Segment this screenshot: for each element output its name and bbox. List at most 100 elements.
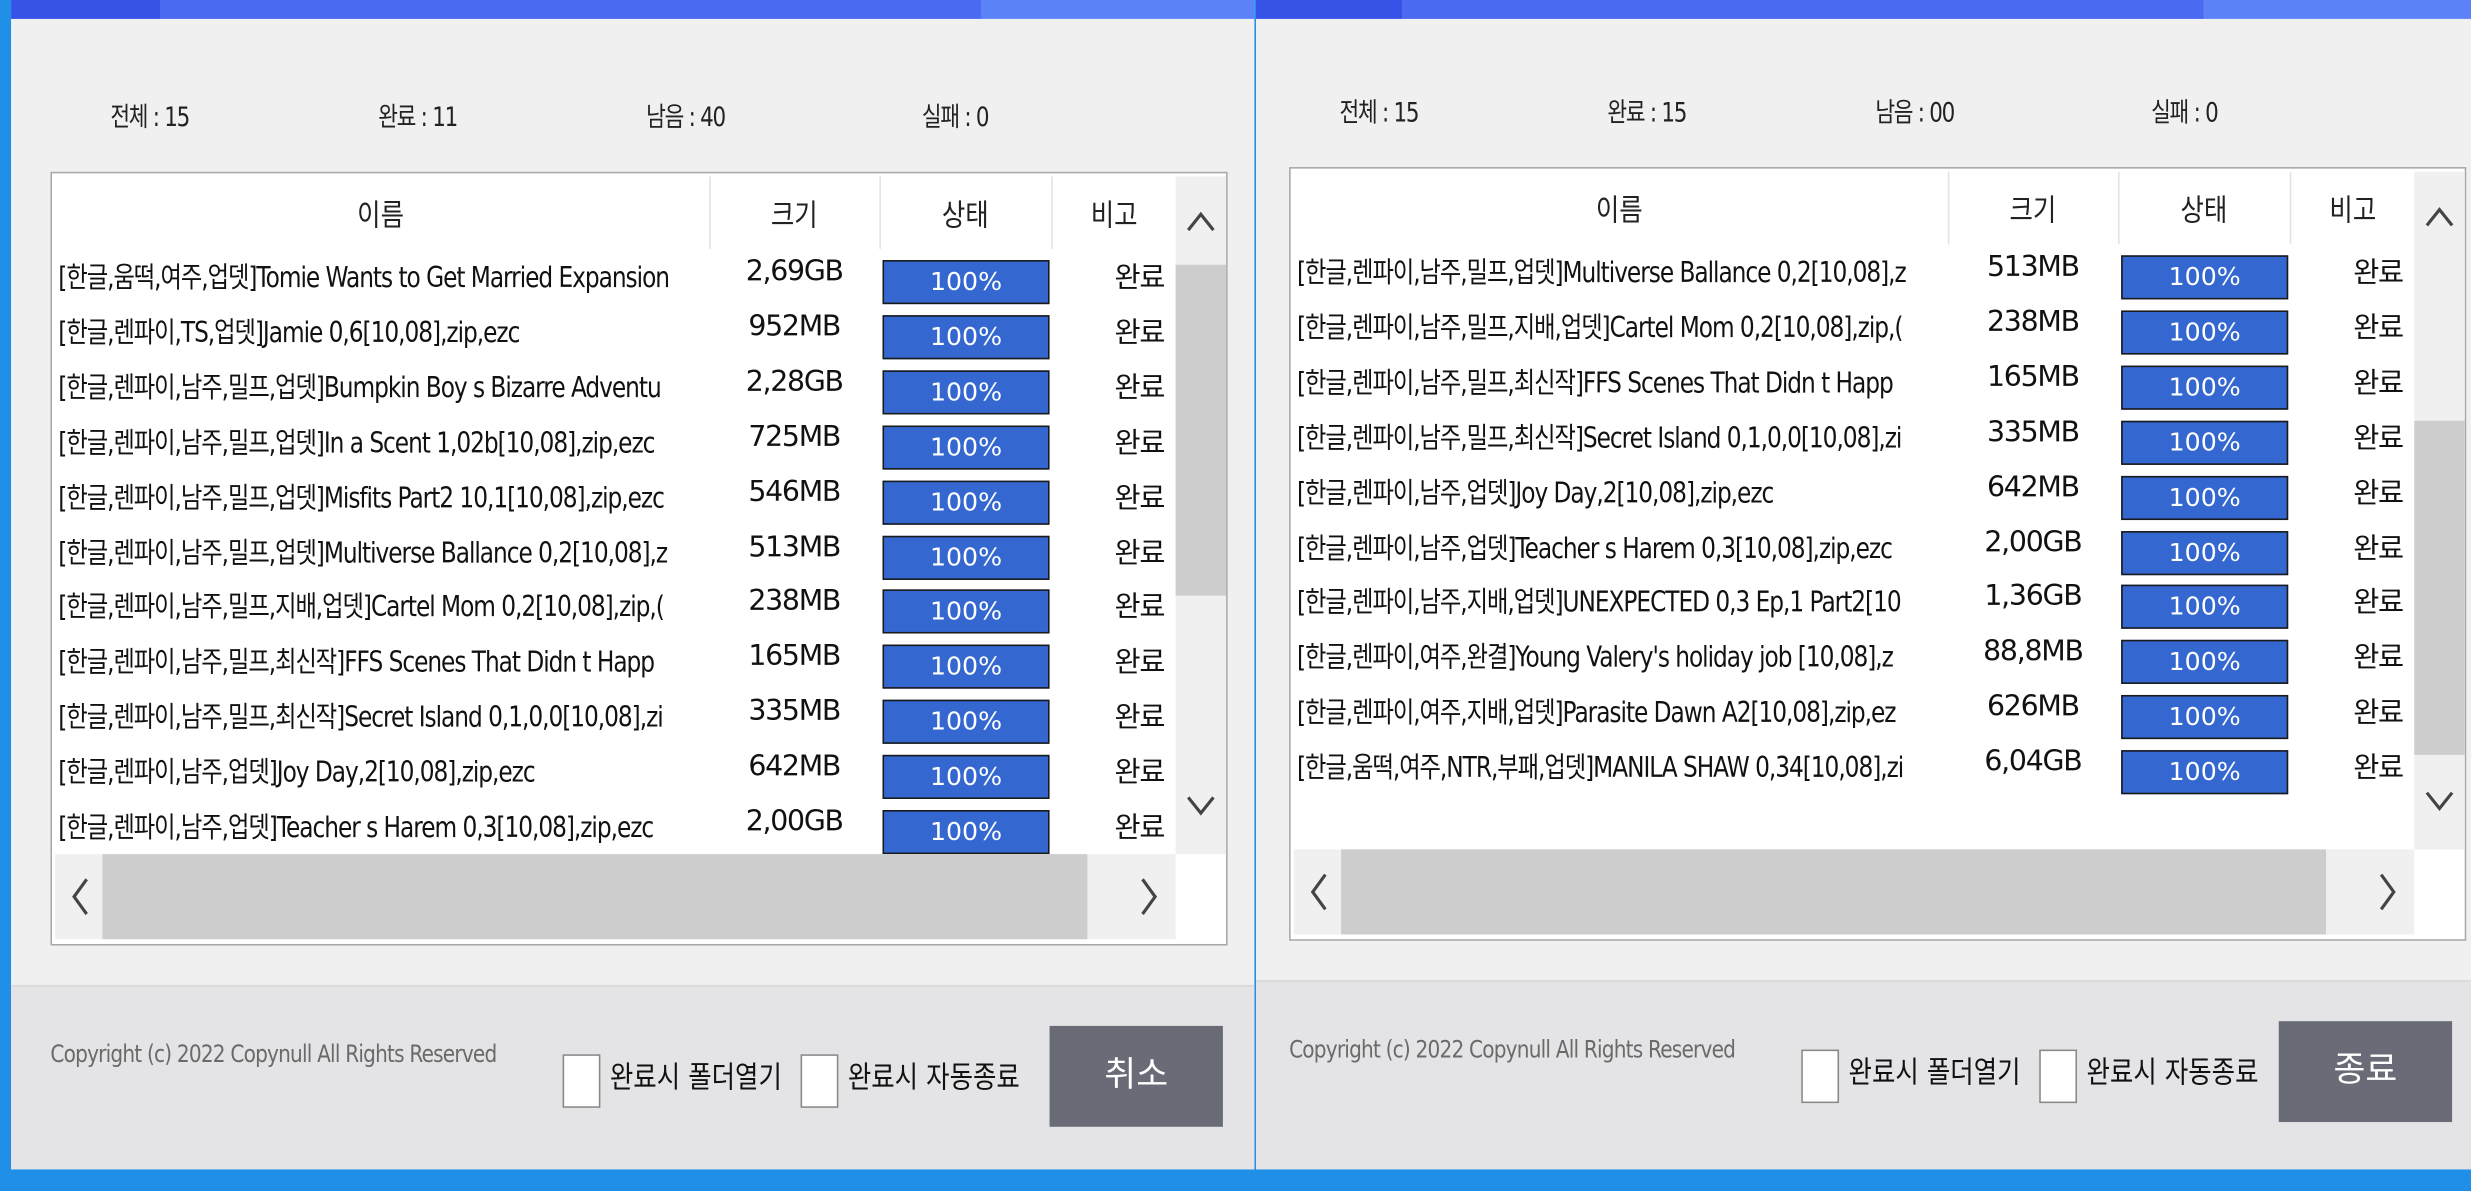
progress-bar: 100%: [2121, 365, 2289, 410]
action-button[interactable]: 취소: [1049, 1025, 1223, 1127]
scroll-left[interactable]: [1303, 871, 1335, 918]
file-name: [한글,렌파이,남주,밀프,업뎃]Bumpkin Boy s Bizarre A…: [58, 365, 709, 406]
title-bar: [1255, 0, 2471, 19]
progress-bar: 100%: [882, 480, 1050, 525]
progress-bar: 100%: [882, 590, 1050, 635]
scroll-up[interactable]: [2424, 197, 2456, 244]
progress-bar: 100%: [882, 315, 1050, 360]
scroll-thumb[interactable]: [2414, 420, 2465, 755]
checkbox[interactable]: [562, 1054, 601, 1108]
file-name-text: [한글,렌파이,남주,지배,업뎃]UNEXPECTED 0,3 Ep,1 Par…: [1296, 586, 1902, 620]
file-name-text: [한글,렌파이,남주,밀프,최신작]Secret Island 0,1,0,0[…: [1296, 421, 1902, 455]
file-name-text: [한글,렌파이,남주,밀프,지배,업뎃]Cartel Mom 0,2[10,08…: [58, 591, 664, 625]
file-size: 238MB: [748, 585, 841, 619]
file-name-text: [한글,렌파이,여주,완결]Young Valery's holiday job…: [1296, 641, 1894, 675]
file-size: 165MB: [1987, 360, 2080, 394]
arrow-icon: [1186, 796, 1215, 816]
scroll-left[interactable]: [65, 876, 97, 923]
checkbox-label: 완료시 자동종료: [847, 1060, 1020, 1096]
arrow-icon: [1310, 873, 1327, 911]
file-status: 완료: [1114, 591, 1166, 625]
checkbox-label: 완료시 폴더열기: [1848, 1055, 2021, 1091]
checkbox[interactable]: [800, 1054, 839, 1108]
vertical-scrollbar: [1175, 176, 1227, 855]
column-header: 비고: [1090, 198, 1138, 234]
file-size: 238MB: [1987, 305, 2080, 339]
scroll-right[interactable]: [2372, 871, 2404, 918]
file-status: 완료: [2353, 586, 2404, 620]
file-name: [한글,렌파이,남주,밀프,업뎃]Multiverse Ballance 0,2…: [58, 530, 709, 571]
stat-label: 전체 : 15: [110, 102, 190, 134]
file-list: 이름 크기 상태 비고 [한글,움떡,여주,업뎃]Tomie Wants to Get …: [50, 171, 1228, 946]
horizontal-scrollbar: [55, 854, 1176, 940]
file-size: 513MB: [748, 530, 841, 564]
file-status: 완료: [1114, 701, 1166, 735]
column-separator: [2289, 171, 2292, 245]
file-status: 완료: [2353, 751, 2404, 785]
scroll-thumb[interactable]: [1341, 849, 2327, 935]
stat-label: 실패 : 0: [921, 102, 990, 134]
scroll-thumb[interactable]: [1175, 264, 1227, 596]
file-size: 546MB: [748, 475, 841, 509]
file-name: [한글,렌파이,남주,지배,업뎃]UNEXPECTED 0,3 Ep,1 Par…: [1297, 581, 1948, 622]
file-size: 952MB: [748, 310, 841, 344]
file-name: [한글,렌파이,남주,밀프,업뎃]Multiverse Ballance 0,2…: [1297, 251, 1948, 292]
scroll-right[interactable]: [1133, 876, 1165, 923]
progress-bar: 100%: [882, 535, 1050, 580]
file-name: [한글,렌파이,남주,밀프,최신작]FFS Scenes That Didn t…: [1297, 361, 1948, 402]
progress-bar: 100%: [882, 260, 1050, 305]
file-name-text: [한글,렌파이,남주,밀프,업뎃]Bumpkin Boy s Bizarre A…: [58, 371, 661, 405]
file-status: 완료: [1114, 756, 1166, 790]
checkbox[interactable]: [2039, 1049, 2078, 1104]
scroll-thumb[interactable]: [102, 854, 1088, 940]
column-separator: [1051, 176, 1053, 249]
file-status: 완료: [2353, 696, 2404, 730]
copyright: Copyright (c) 2022 Copynull All Rights R…: [50, 1040, 497, 1069]
file-status: 완료: [2353, 311, 2404, 345]
file-name-text: [한글,렌파이,남주,밀프,최신작]FFS Scenes That Didn t…: [1296, 366, 1894, 400]
file-name-text: [한글,렌파이,남주,밀프,업뎃]In a Scent 1,02b[10,08]…: [58, 426, 655, 460]
file-name-text: [한글,렌파이,남주,업뎃]Teacher s Harem 0,3[10,08]…: [58, 811, 654, 845]
scroll-down[interactable]: [1185, 785, 1217, 832]
file-name: [한글,렌파이,남주,업뎃]Joy Day,2[10,08],zip,ezc: [58, 750, 709, 791]
checkbox-label: 완료시 폴더열기: [609, 1060, 782, 1096]
file-name: [한글,렌파이,남주,밀프,업뎃]Misfits Part2 10,1[10,0…: [58, 475, 709, 516]
file-size: 335MB: [1987, 415, 2080, 449]
progress-bar: 100%: [2121, 640, 2289, 685]
column-header: 크기: [2009, 193, 2057, 229]
file-name-text: [한글,렌파이,남주,밀프,지배,업뎃]Cartel Mom 0,2[10,08…: [1296, 311, 1903, 345]
file-name: [한글,렌파이,남주,밀프,지배,업뎃]Cartel Mom 0,2[10,08…: [58, 585, 709, 626]
file-name: [한글,렌파이,여주,완결]Young Valery's holiday job…: [1297, 636, 1948, 677]
file-status: 완료: [2353, 641, 2404, 675]
file-name-text: [한글,렌파이,남주,업뎃]Joy Day,2[10,08],zip,ezc: [1296, 476, 1774, 510]
file-status: 완료: [1114, 481, 1166, 515]
file-status: 완료: [1114, 371, 1166, 405]
file-name-text: [한글,렌파이,TS,업뎃]Jamie 0,6[10,08],zip,ezc: [58, 316, 520, 350]
progress-bar: 100%: [882, 699, 1050, 745]
file-name: [한글,렌파이,남주,업뎃]Teacher s Harem 0,3[10,08]…: [58, 805, 709, 846]
scroll-down[interactable]: [2424, 780, 2456, 827]
file-name: [한글,렌파이,남주,밀프,지배,업뎃]Cartel Mom 0,2[10,08…: [1297, 306, 1948, 347]
file-name: [한글,렌파이,남주,밀프,최신작]Secret Island 0,1,0,0[…: [1297, 416, 1948, 457]
file-size: 88,8MB: [1983, 635, 2084, 669]
file-name-text: [한글,렌파이,남주,밀프,업뎃]Multiverse Ballance 0,2…: [1296, 256, 1907, 290]
action-button[interactable]: 종료: [2278, 1021, 2453, 1123]
file-status: 완료: [2353, 256, 2404, 290]
scroll-up[interactable]: [1185, 202, 1217, 249]
column-header: 상태: [941, 198, 989, 234]
arrow-icon: [2425, 791, 2454, 811]
file-name-text: [한글,움떡,여주,NTR,부패,업뎃]MANILA SHAW 0,34[10,…: [1296, 751, 1904, 785]
progress-bar: 100%: [2121, 475, 2289, 520]
progress-bar: 100%: [2121, 530, 2289, 575]
title-bar: [11, 0, 1255, 19]
file-size: 626MB: [1987, 690, 2080, 724]
footer-area: [1255, 980, 2471, 1170]
file-size: 2,28GB: [745, 365, 844, 399]
file-size: 1,36GB: [1984, 580, 2082, 614]
file-status: 완료: [1114, 536, 1166, 570]
file-name: [한글,렌파이,남주,업뎃]Joy Day,2[10,08],zip,ezc: [1297, 471, 1948, 512]
file-name: [한글,움떡,여주,NTR,부패,업뎃]MANILA SHAW 0,34[10,…: [1297, 746, 1948, 787]
checkbox[interactable]: [1801, 1049, 1840, 1104]
file-name-text: [한글,움떡,여주,업뎃]Tomie Wants to Get Married …: [58, 261, 670, 295]
file-name: [한글,움떡,여주,업뎃]Tomie Wants to Get Married …: [58, 255, 709, 296]
